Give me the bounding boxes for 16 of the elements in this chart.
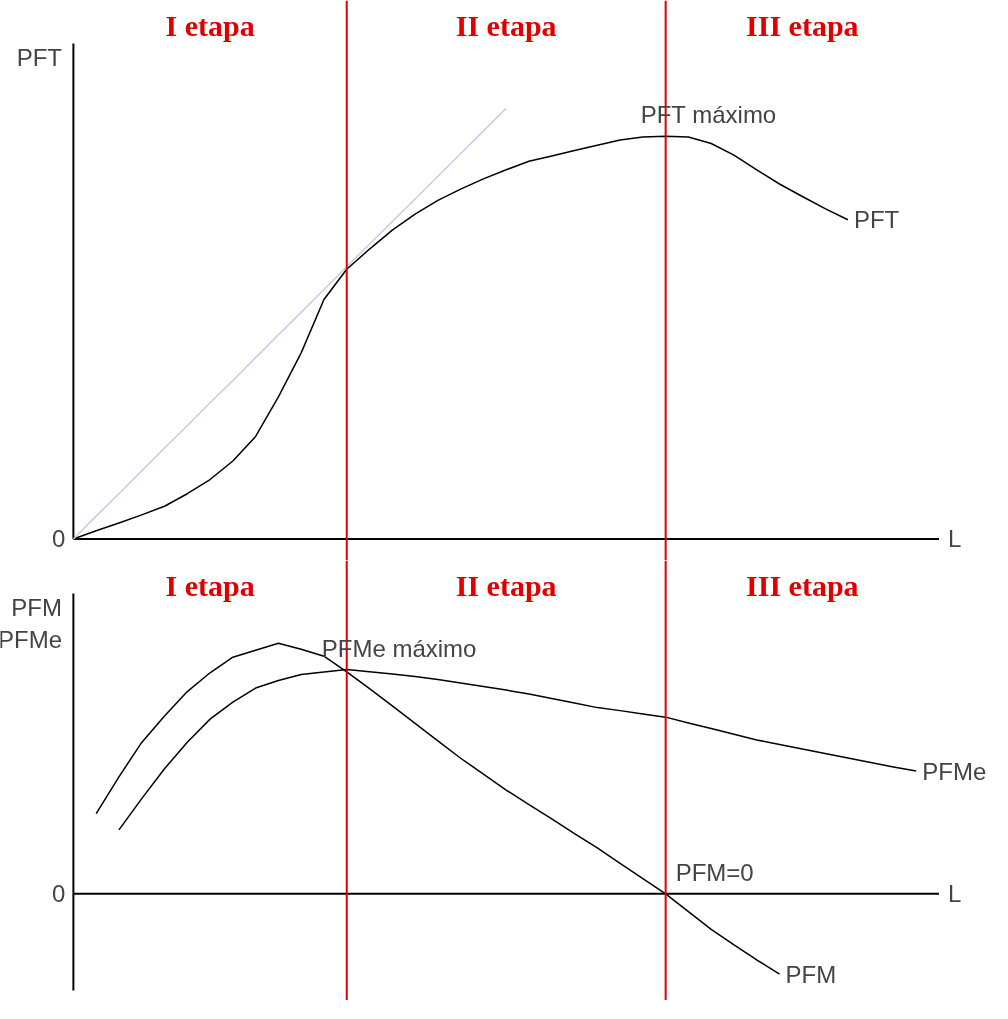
series-label: PFT (853, 206, 900, 234)
y-axis-title: PFM PFMe (0, 593, 63, 653)
text: 0 (52, 525, 66, 553)
text: I etapa (165, 568, 255, 602)
text: II etapa (455, 568, 557, 602)
series-label: PFMe (922, 757, 987, 785)
x-axis-title: L (948, 525, 962, 553)
y-axis-title: PFT (16, 43, 63, 71)
text: III etapa (746, 8, 859, 42)
series-label: PFM (785, 960, 837, 988)
text: II etapa (455, 8, 557, 42)
annotation: PFM=0 (675, 858, 754, 886)
x-axis-title: L (948, 880, 962, 908)
text: 0 (52, 880, 66, 908)
text: I etapa (165, 8, 255, 42)
text: III etapa (746, 568, 859, 602)
